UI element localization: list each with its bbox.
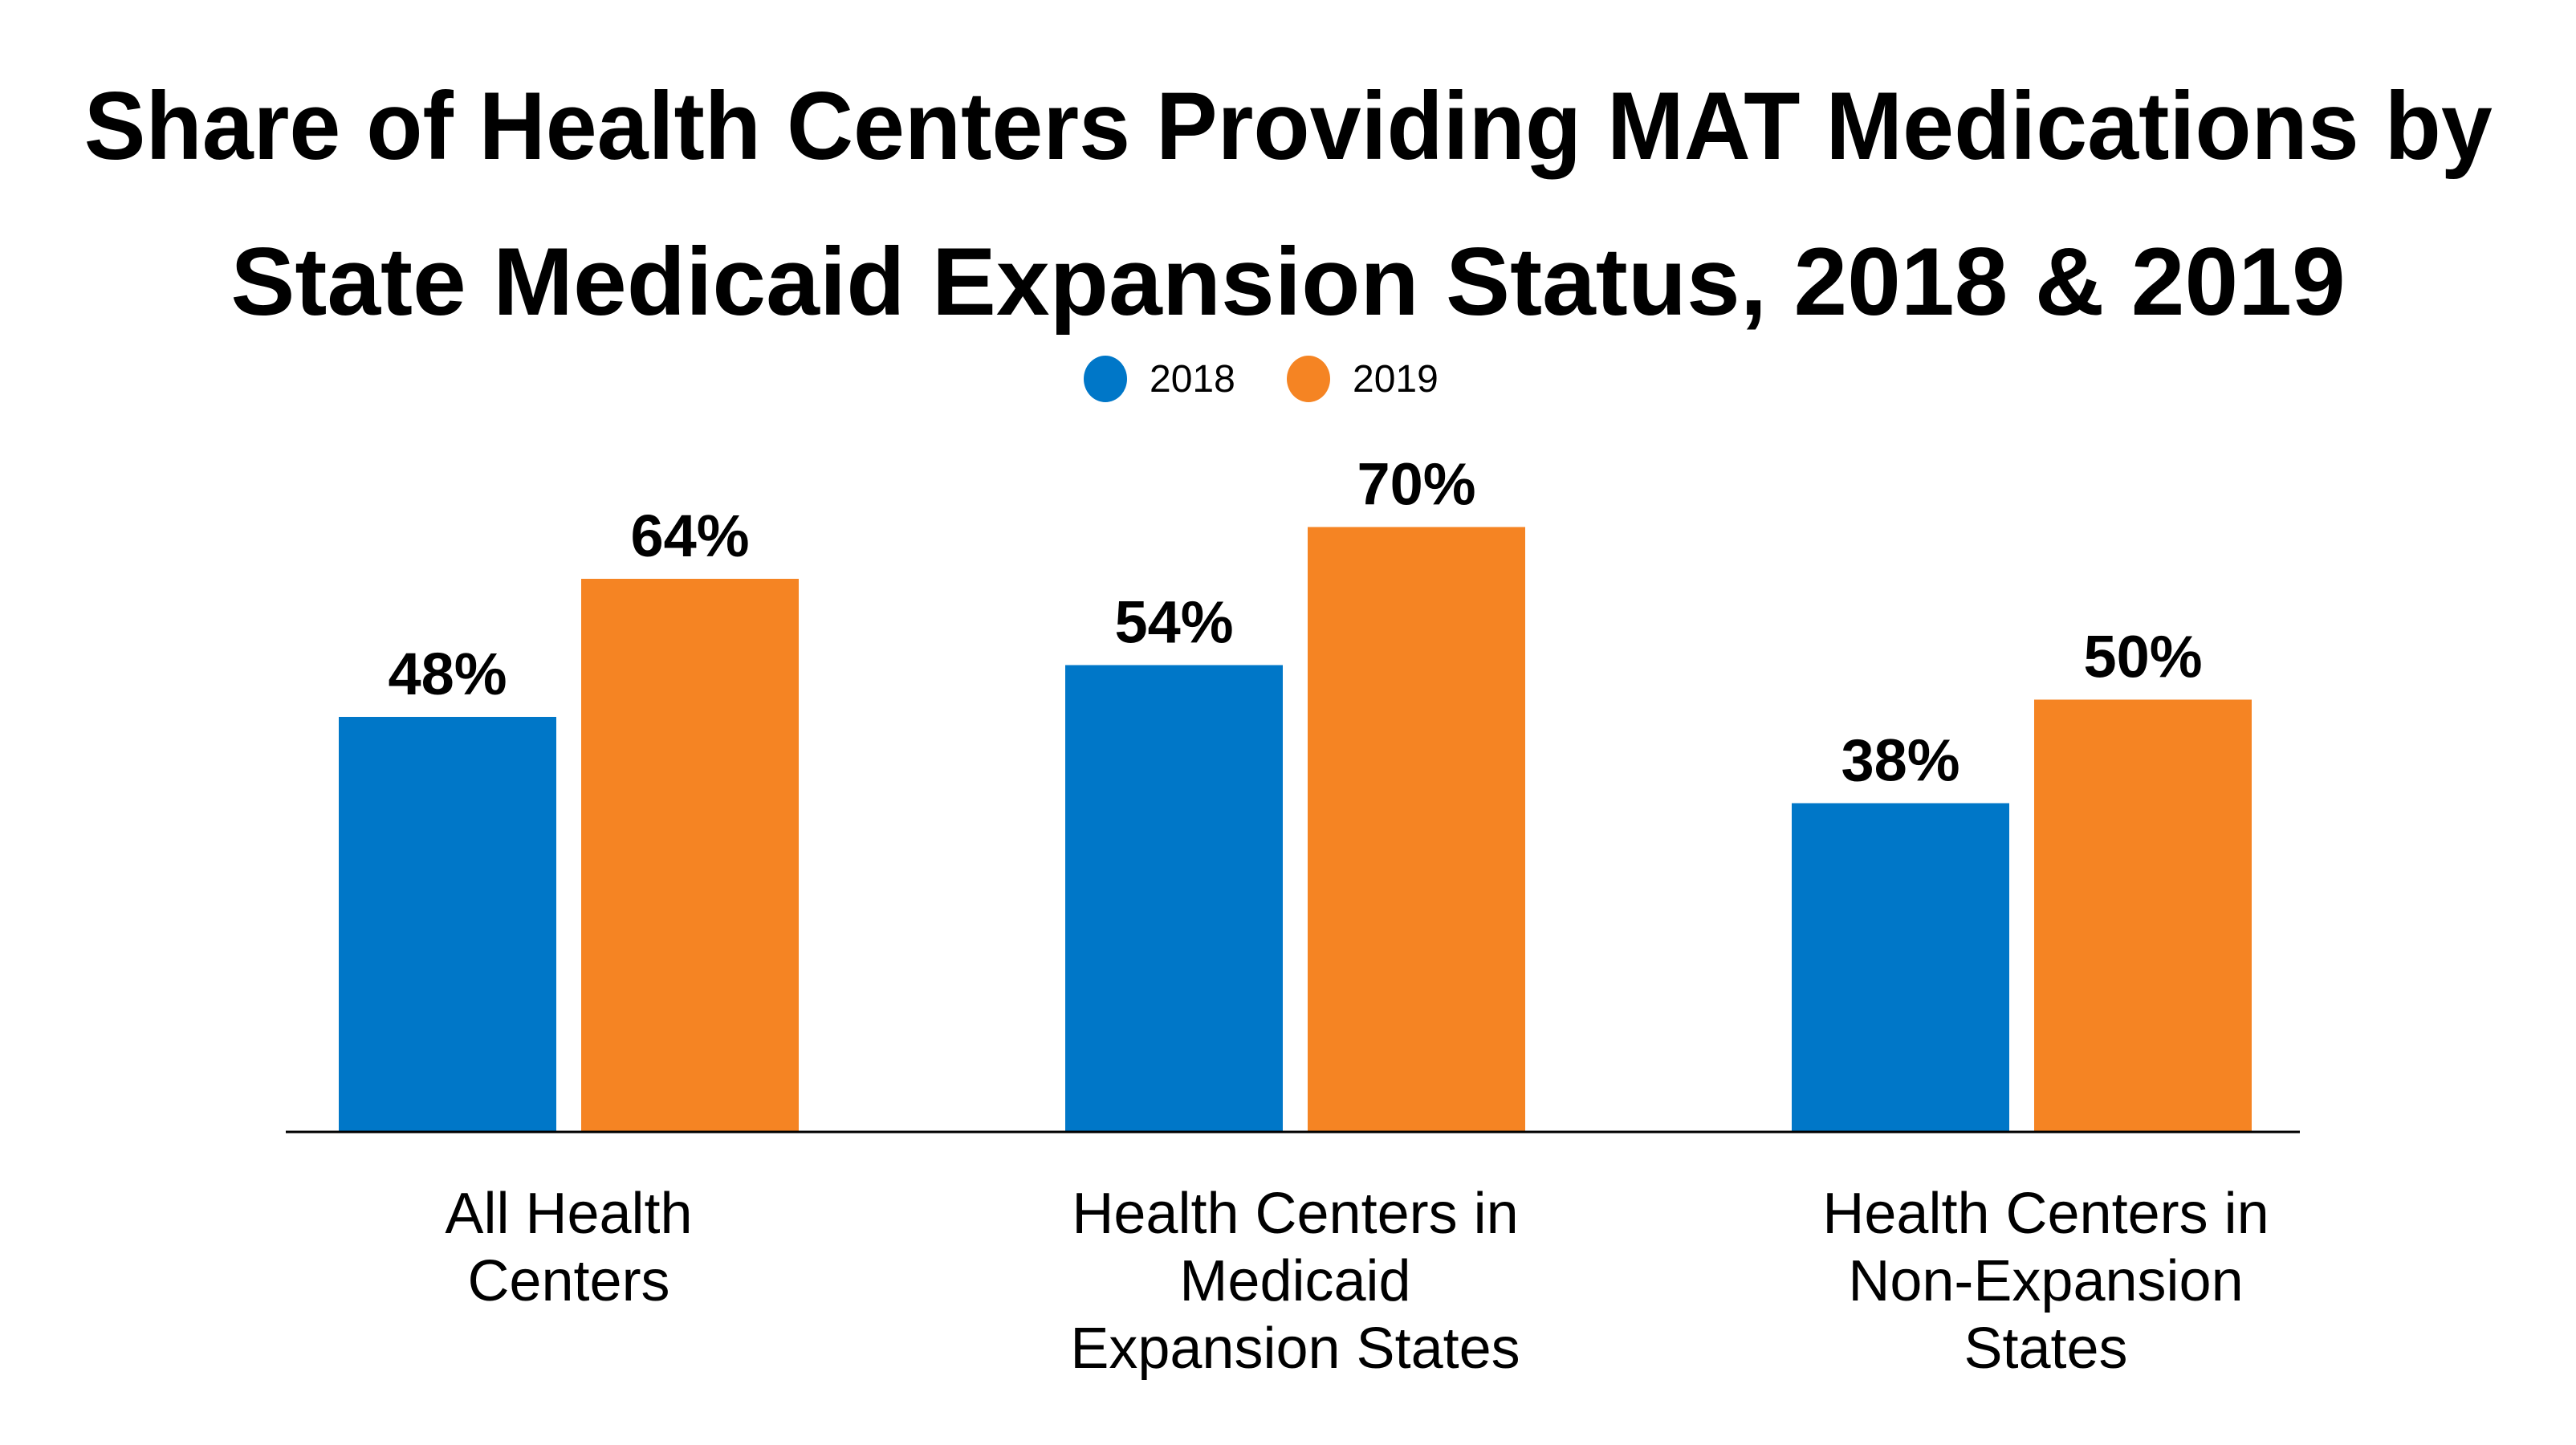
legend-item-2018: 2018 xyxy=(1084,353,1235,405)
bar-2019-2 xyxy=(1308,527,1525,1131)
category-label-line: All Health xyxy=(445,1182,693,1246)
category-label-1: All Health Centers xyxy=(224,1180,914,1315)
legend: 2018 2019 xyxy=(0,353,2576,405)
data-label-2018-1: 48% xyxy=(388,641,507,707)
category-label-line: Medicaid xyxy=(1179,1249,1411,1313)
category-label-line: Health Centers in xyxy=(1822,1182,2269,1246)
chart-title-line-2: State Medicaid Expansion Status, 2018 & … xyxy=(230,228,2346,336)
category-label-line: Centers xyxy=(467,1249,670,1313)
category-label-line: Non-Expansion xyxy=(1848,1249,2244,1313)
data-label-2019-1: 64% xyxy=(630,503,749,569)
bar-2019-1 xyxy=(581,579,799,1131)
legend-item-2019: 2019 xyxy=(1287,353,1439,405)
legend-label-2018: 2018 xyxy=(1150,357,1235,401)
bar-2018-2 xyxy=(1065,665,1283,1131)
category-label-line: Expansion States xyxy=(1070,1317,1520,1381)
data-label-2019-3: 50% xyxy=(2083,624,2202,690)
data-label-2018-3: 38% xyxy=(1841,727,1959,794)
legend-label-2019: 2019 xyxy=(1353,357,1439,401)
legend-swatch-2019 xyxy=(1287,356,1330,402)
category-label-line: States xyxy=(1964,1317,2128,1381)
category-label-2: Health Centers in Medicaid Expansion State… xyxy=(950,1180,1641,1382)
data-label-2019-2: 70% xyxy=(1357,451,1475,518)
category-label-line: Health Centers in xyxy=(1072,1182,1519,1246)
chart-title: Share of Health Centers Providing MAT Me… xyxy=(0,48,2576,360)
bar-2018-1 xyxy=(339,717,556,1131)
bar-2019-3 xyxy=(2034,699,2252,1131)
chart-title-line-1: Share of Health Centers Providing MAT Me… xyxy=(83,72,2493,180)
bar-2018-3 xyxy=(1792,803,2009,1131)
data-label-2018-2: 54% xyxy=(1114,589,1233,656)
legend-swatch-2018 xyxy=(1084,356,1127,402)
category-label-3: Health Centers in Non-Expansion States xyxy=(1701,1180,2391,1382)
